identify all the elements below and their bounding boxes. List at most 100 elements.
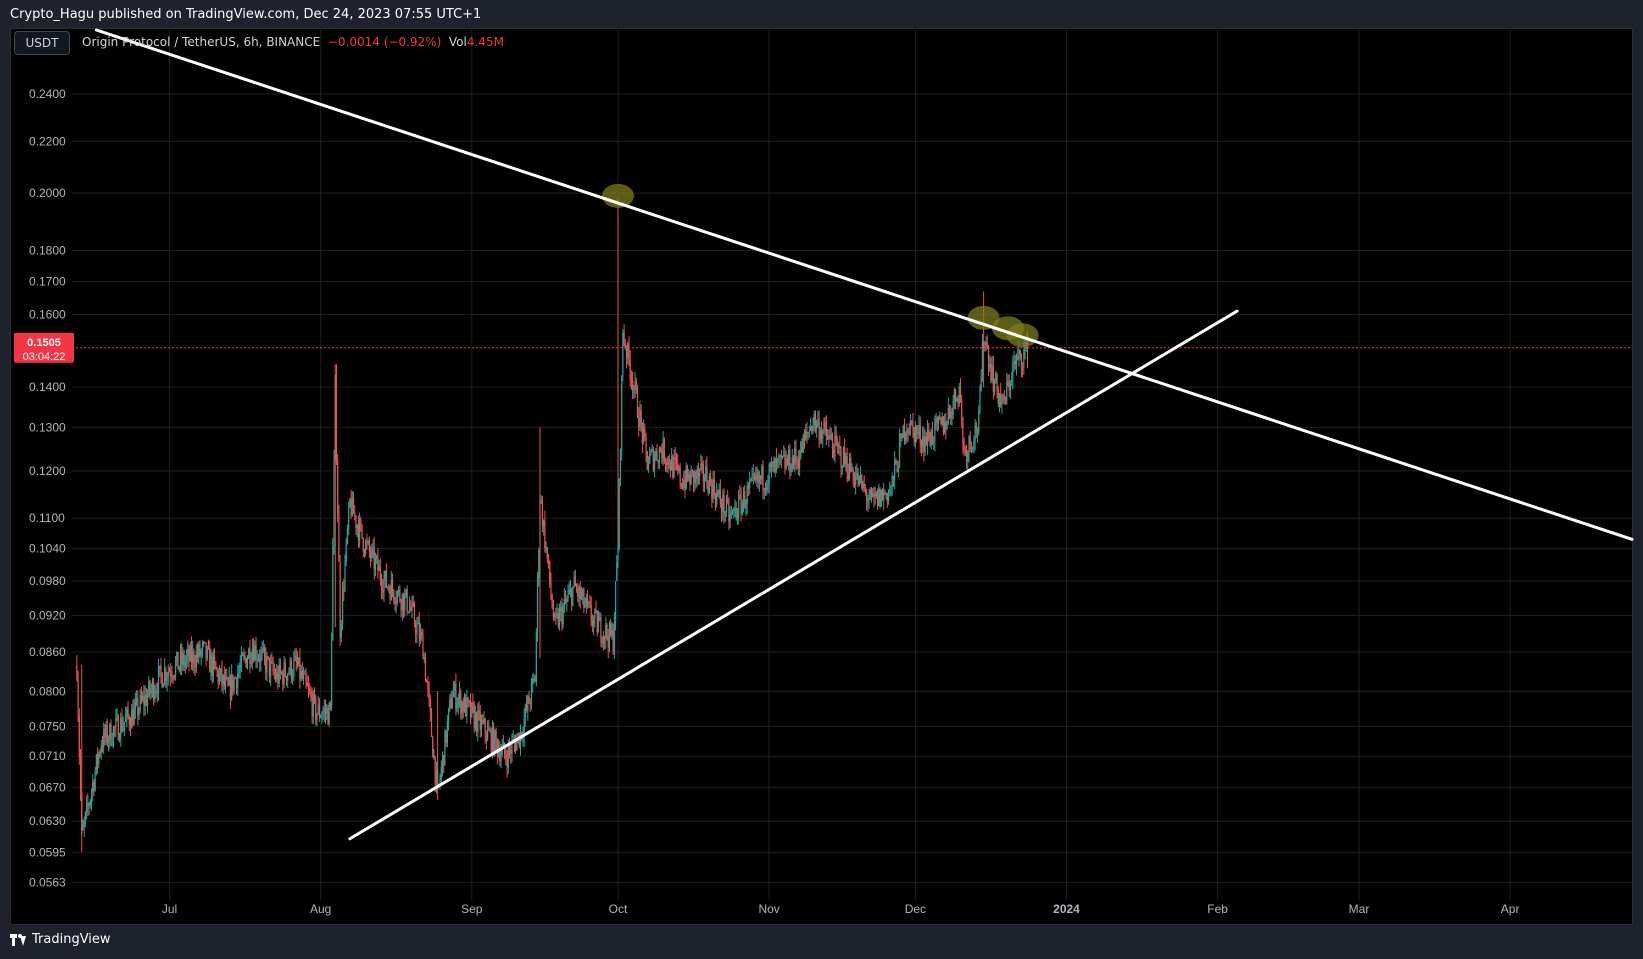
candle-body bbox=[318, 704, 321, 718]
candle-body bbox=[359, 519, 361, 541]
candle-body bbox=[287, 673, 289, 681]
candle-body bbox=[816, 422, 818, 429]
highlight-marker bbox=[967, 305, 1000, 330]
chart-canvas[interactable]: 0.2400 0.2200 0.2000 0.1800 0.1700 0.1600 0.14… bbox=[0, 0, 1643, 928]
candle-body bbox=[307, 686, 310, 689]
candle-body bbox=[248, 648, 250, 659]
candle-body bbox=[276, 672, 278, 680]
candle-body bbox=[100, 745, 102, 754]
candle-body bbox=[183, 654, 185, 666]
candle-body bbox=[188, 649, 190, 661]
candle-body bbox=[763, 488, 765, 490]
symbol-text[interactable]: Origin Protocol / TetherUS, 6h, BINANCE bbox=[82, 35, 321, 49]
candle-body bbox=[900, 434, 902, 439]
candle-body bbox=[550, 582, 552, 596]
candle-body bbox=[975, 424, 977, 433]
candle-body bbox=[211, 655, 213, 676]
candle-body bbox=[217, 670, 219, 683]
candle-body bbox=[741, 502, 743, 514]
candle-body bbox=[194, 664, 196, 668]
candle-body bbox=[566, 599, 568, 602]
candle-body bbox=[579, 586, 581, 599]
candle-body bbox=[335, 374, 338, 460]
candle-body bbox=[86, 802, 88, 813]
candle-body bbox=[456, 703, 458, 709]
candle-body bbox=[828, 436, 830, 440]
tradingview-logo[interactable]: TradingView bbox=[10, 932, 111, 947]
highlight-markers bbox=[602, 183, 1039, 348]
candle-body bbox=[567, 594, 569, 600]
candle-body bbox=[252, 648, 255, 661]
candle-body bbox=[646, 451, 648, 470]
candle-body bbox=[613, 622, 615, 653]
candle-body bbox=[722, 494, 724, 512]
candle-body bbox=[700, 463, 702, 469]
candle-body bbox=[785, 458, 787, 469]
y-tick-label: 0.1700 bbox=[29, 275, 66, 289]
y-tick-label: 0.2200 bbox=[29, 134, 66, 148]
candle-body bbox=[168, 671, 171, 673]
candle-body bbox=[148, 681, 150, 696]
candle-body bbox=[809, 426, 812, 431]
candle-body bbox=[142, 695, 144, 701]
candle-body bbox=[182, 654, 184, 665]
candle-body bbox=[841, 467, 843, 469]
candle-body bbox=[731, 510, 734, 513]
candle-body bbox=[779, 454, 781, 457]
candle-body bbox=[835, 434, 837, 441]
candle-body bbox=[996, 372, 998, 390]
candle-body bbox=[212, 655, 214, 676]
candle-body bbox=[822, 430, 824, 439]
chart-frame[interactable] bbox=[10, 28, 1633, 925]
candle-body bbox=[126, 708, 128, 717]
candle-body bbox=[404, 595, 406, 611]
candle-body bbox=[883, 491, 885, 500]
candle-body bbox=[603, 635, 606, 639]
candle-body bbox=[990, 363, 992, 381]
candle-body bbox=[591, 620, 594, 626]
candle-body bbox=[461, 701, 463, 714]
candle-body bbox=[198, 644, 200, 657]
candle-body bbox=[890, 486, 892, 492]
candle-body bbox=[664, 461, 667, 463]
candle-body bbox=[496, 740, 498, 756]
candle-body bbox=[924, 436, 926, 452]
volume-label: Vol bbox=[448, 35, 467, 49]
candle-body bbox=[273, 671, 275, 674]
candle-body bbox=[296, 661, 299, 666]
candle-body bbox=[374, 558, 377, 570]
candle-body bbox=[209, 647, 211, 673]
candle-body bbox=[852, 470, 854, 482]
candle-body bbox=[376, 556, 378, 559]
candle-body bbox=[439, 779, 441, 784]
candle-body bbox=[157, 668, 160, 694]
candle-body bbox=[878, 488, 880, 506]
candle-body bbox=[203, 641, 205, 644]
candle-body bbox=[293, 659, 295, 676]
candle-body bbox=[649, 454, 651, 464]
candle-body bbox=[946, 423, 948, 430]
candle-body bbox=[368, 540, 370, 552]
candle-body bbox=[77, 678, 79, 717]
candle-body bbox=[908, 432, 910, 434]
candle-body bbox=[669, 465, 672, 471]
candle-body bbox=[415, 624, 417, 635]
candle-body bbox=[963, 444, 965, 451]
candle-body bbox=[402, 593, 405, 611]
candle-body bbox=[76, 664, 78, 679]
candle-body bbox=[892, 476, 895, 481]
currency-button[interactable]: USDT bbox=[14, 31, 70, 55]
candle-body bbox=[823, 422, 825, 431]
candle-body bbox=[795, 448, 797, 461]
candle-body bbox=[886, 493, 888, 502]
candle-body bbox=[343, 589, 345, 591]
candle-body bbox=[928, 429, 930, 439]
candle-body bbox=[984, 343, 986, 345]
candle-body bbox=[1020, 354, 1023, 367]
change-text: −0.0014 (−0.92%) bbox=[327, 35, 442, 49]
candle-body bbox=[201, 643, 204, 651]
candle-body bbox=[668, 456, 670, 466]
candle-body bbox=[1015, 358, 1018, 365]
candle-body bbox=[718, 489, 720, 495]
candle-body bbox=[193, 651, 195, 665]
